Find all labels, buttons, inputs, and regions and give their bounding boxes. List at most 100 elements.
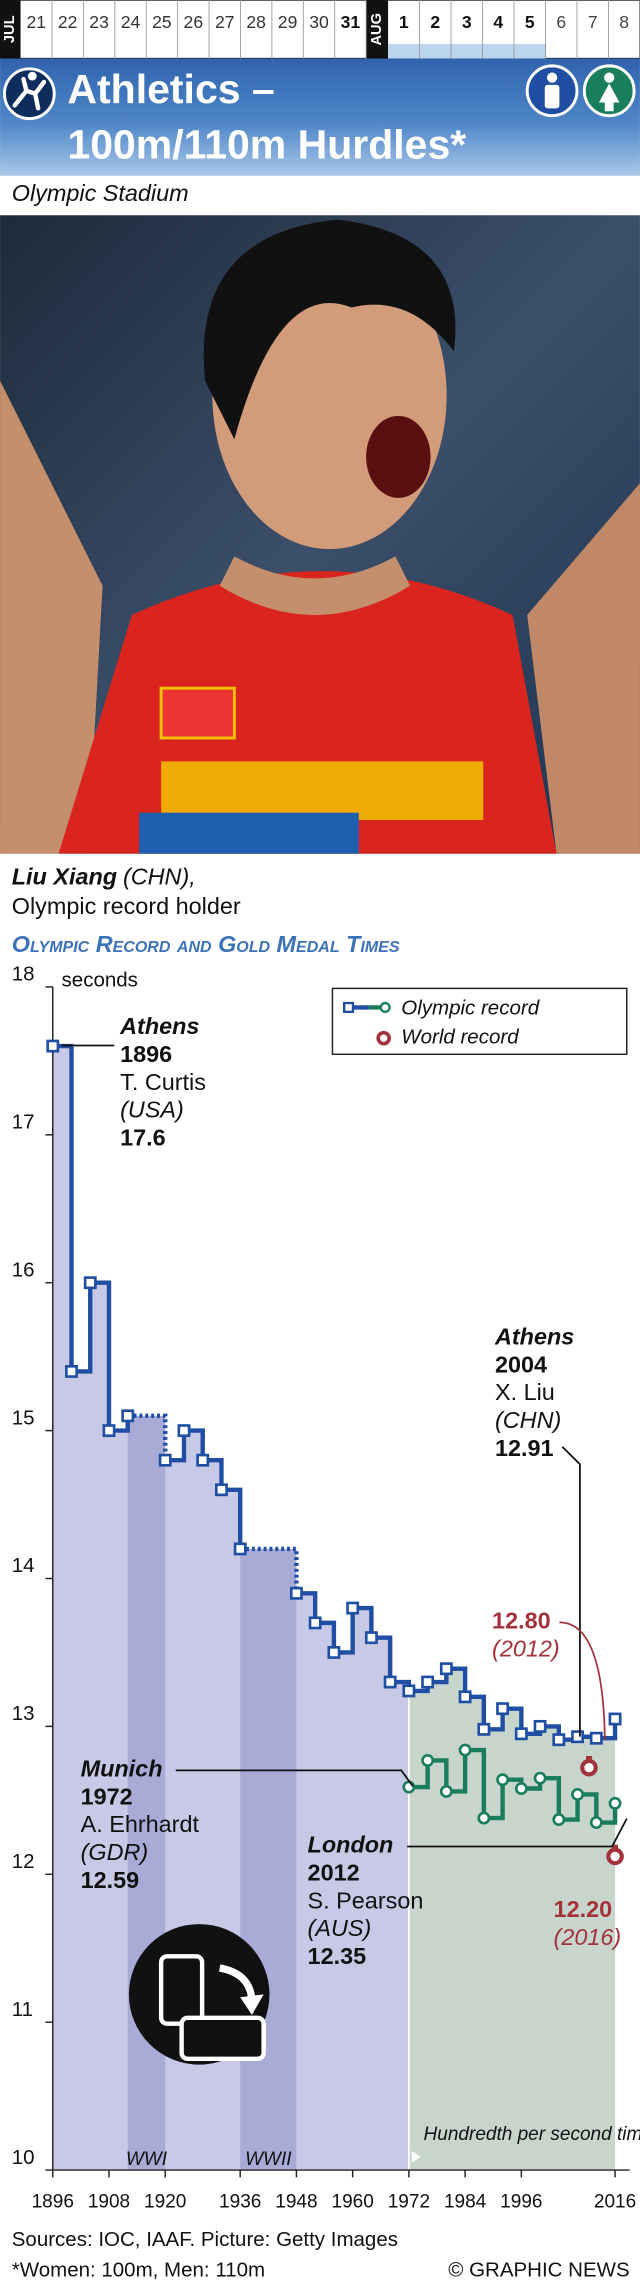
annotation: A. Ehrhardt <box>81 1811 200 1837</box>
title: Athletics – <box>67 66 274 112</box>
record-marker <box>327 1646 341 1659</box>
annotation: 12.91 <box>495 1435 554 1461</box>
legend-swatch <box>379 1001 391 1013</box>
day: 24 <box>121 12 141 32</box>
y-axis-label: seconds <box>62 968 138 991</box>
day: 27 <box>215 12 235 32</box>
y-tick-label: 11 <box>12 1998 33 2021</box>
world-record-crown <box>612 1844 618 1850</box>
x-tick-label: 1996 <box>500 2191 542 2212</box>
days: 21 22 23 24 25 26 27 28 29 30 31 1 2 3 4 5 6 7 8 <box>26 0 640 59</box>
title: 100m/110m Hurdles* <box>67 122 466 168</box>
bib <box>139 812 359 854</box>
record-marker <box>421 1753 435 1767</box>
caption-role: Olympic record holder <box>12 893 241 919</box>
hurdler-icon <box>12 76 47 111</box>
world-record-crown <box>586 1755 592 1761</box>
annotation: 12.35 <box>308 1943 367 1969</box>
record-marker <box>289 1586 303 1600</box>
day: 5 <box>525 12 535 32</box>
record-marker <box>46 1039 60 1053</box>
day: 21 <box>26 12 46 32</box>
x-tick-label: 1984 <box>444 2191 487 2212</box>
day: 4 <box>493 12 503 32</box>
annotation: S. Pearson <box>308 1887 424 1913</box>
record-marker <box>514 1782 528 1795</box>
step-segment <box>71 1282 93 1374</box>
annotation: X. Liu <box>495 1379 555 1405</box>
timing-arrow <box>411 2151 421 2163</box>
day: 28 <box>246 12 266 32</box>
record-marker <box>589 1816 603 1829</box>
x-tick-label: 1948 <box>275 2191 317 2212</box>
day: 1 <box>399 12 409 32</box>
legend-swatch <box>380 1034 388 1042</box>
legend-label: World record <box>401 1026 519 1049</box>
annotation: T. Curtis <box>120 1069 206 1095</box>
annotation: (2012) <box>492 1635 560 1661</box>
record-marker <box>402 1684 416 1698</box>
caption-name: Liu Xiang <box>12 864 117 890</box>
annotation: (USA) <box>120 1097 184 1123</box>
record-marker <box>496 1702 510 1716</box>
annotation: 17.6 <box>120 1124 166 1150</box>
record-marker <box>477 1811 491 1825</box>
annotation: 12.80 <box>492 1608 551 1634</box>
arm <box>0 380 103 854</box>
timing-note: Hundredth per second timing <box>424 2124 640 2145</box>
record-marker <box>571 1730 585 1744</box>
day: 7 <box>588 12 598 32</box>
hurdler-head <box>27 71 37 81</box>
hair <box>203 219 456 440</box>
leader-line <box>559 1621 606 1740</box>
record-marker <box>533 1719 547 1733</box>
day: 25 <box>152 12 172 32</box>
women-body <box>598 83 620 112</box>
month-box <box>366 0 389 59</box>
record-marker <box>571 1787 585 1801</box>
record-marker <box>102 1424 116 1438</box>
y-tick-label: 14 <box>12 1554 35 1577</box>
step-segment <box>240 1546 299 1594</box>
record-marker <box>552 1733 566 1747</box>
timing-area <box>408 1668 616 2171</box>
venue: Olympic Stadium <box>12 180 189 206</box>
y-tick-label: 10 <box>12 2146 35 2169</box>
record-marker <box>458 1743 472 1757</box>
annotation: 1972 <box>81 1783 133 1809</box>
annotation: 2004 <box>495 1351 547 1377</box>
record-marker <box>308 1616 322 1630</box>
day: 23 <box>89 12 109 32</box>
record-marker <box>196 1453 210 1467</box>
day: 29 <box>278 12 298 32</box>
rotate-icon <box>128 1924 270 2065</box>
record-marker <box>215 1483 228 1497</box>
men-head <box>546 72 558 83</box>
y-tick-label: 12 <box>12 1850 35 1873</box>
phone <box>179 2015 266 2061</box>
chart: WWI WWII Hundredth per second timing 10 11 12… <box>12 963 640 2213</box>
annotation: (AUS) <box>308 1915 372 1941</box>
sources: Sources: IOC, IAAF. Picture: Getty Image… <box>12 2228 398 2251</box>
y-tick-label: 15 <box>12 1406 35 1429</box>
credit: © GRAPHIC NEWS <box>448 2259 629 2282</box>
flag <box>159 686 236 740</box>
day: 30 <box>309 12 329 32</box>
record-marker <box>552 1813 566 1827</box>
record-marker <box>346 1601 360 1615</box>
y-tick-label: 17 <box>12 1111 35 1134</box>
record-marker <box>65 1365 78 1378</box>
annotation: Athens <box>119 1013 199 1039</box>
band-label: WWI <box>126 2149 168 2170</box>
war-band <box>127 1415 166 2171</box>
day: 26 <box>184 12 204 32</box>
day: 2 <box>430 12 440 32</box>
month: JUL <box>2 15 18 43</box>
x-tick-label: 1920 <box>144 2191 186 2212</box>
caption: Liu Xiang (CHN), <box>12 864 196 890</box>
band-label: WWII <box>245 2149 292 2170</box>
arm <box>527 483 640 854</box>
world-record-face <box>610 1851 620 1862</box>
